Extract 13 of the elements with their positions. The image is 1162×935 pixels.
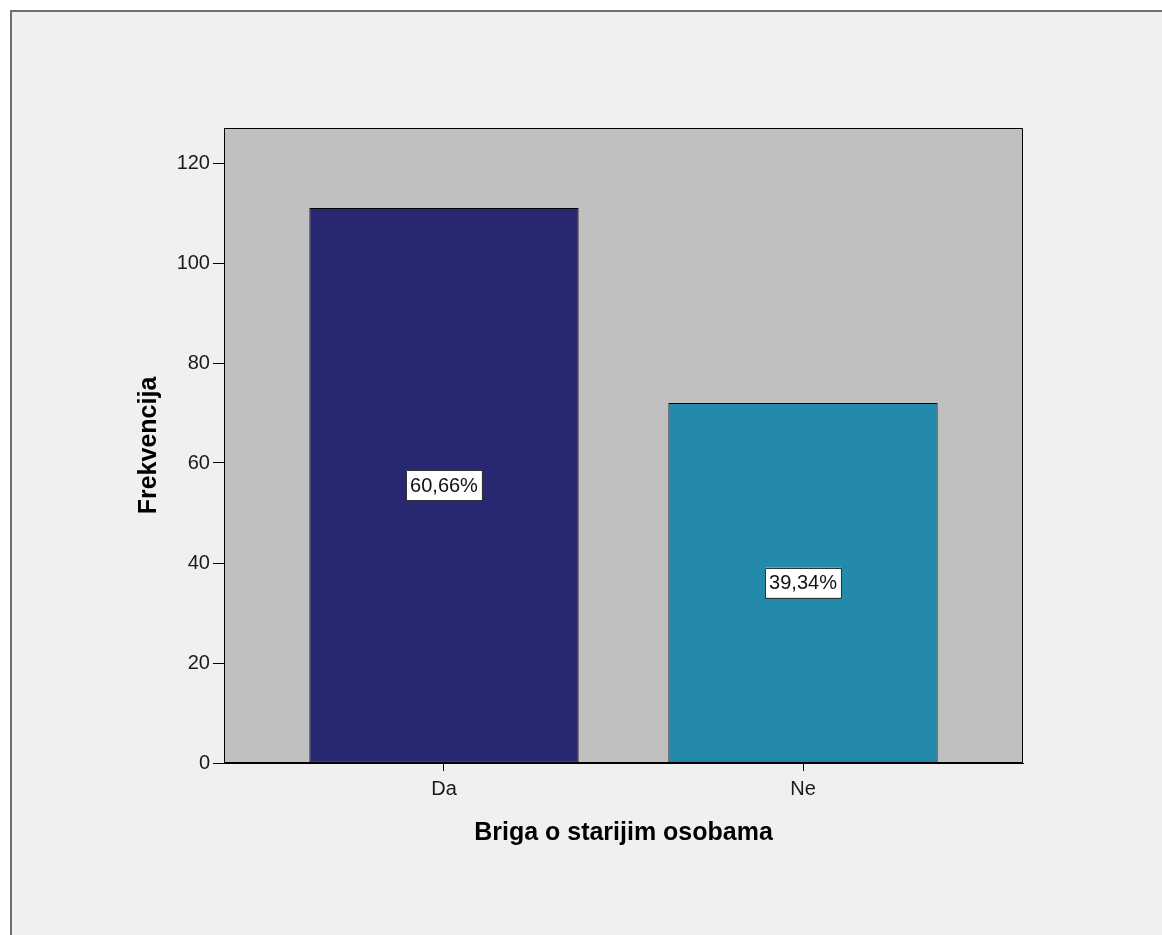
y-tick-label: 80 xyxy=(187,350,210,373)
y-tick-label: 60 xyxy=(187,450,210,473)
x-tick-label: Ne xyxy=(790,776,816,799)
y-tick-label: 40 xyxy=(187,550,210,573)
annotation: 39,34% xyxy=(769,571,838,594)
y-tick-label: 20 xyxy=(187,650,210,673)
x-axis-title: Briga o starijim osobama xyxy=(474,816,774,845)
x-tick-label: Da xyxy=(431,776,458,799)
y-tick-label: 120 xyxy=(176,150,210,173)
y-axis-title: Frekvencija xyxy=(132,375,161,515)
y-tick-label: 100 xyxy=(176,250,210,273)
y-tick-label: 0 xyxy=(198,750,210,773)
annotation: 60,66% xyxy=(410,473,479,496)
